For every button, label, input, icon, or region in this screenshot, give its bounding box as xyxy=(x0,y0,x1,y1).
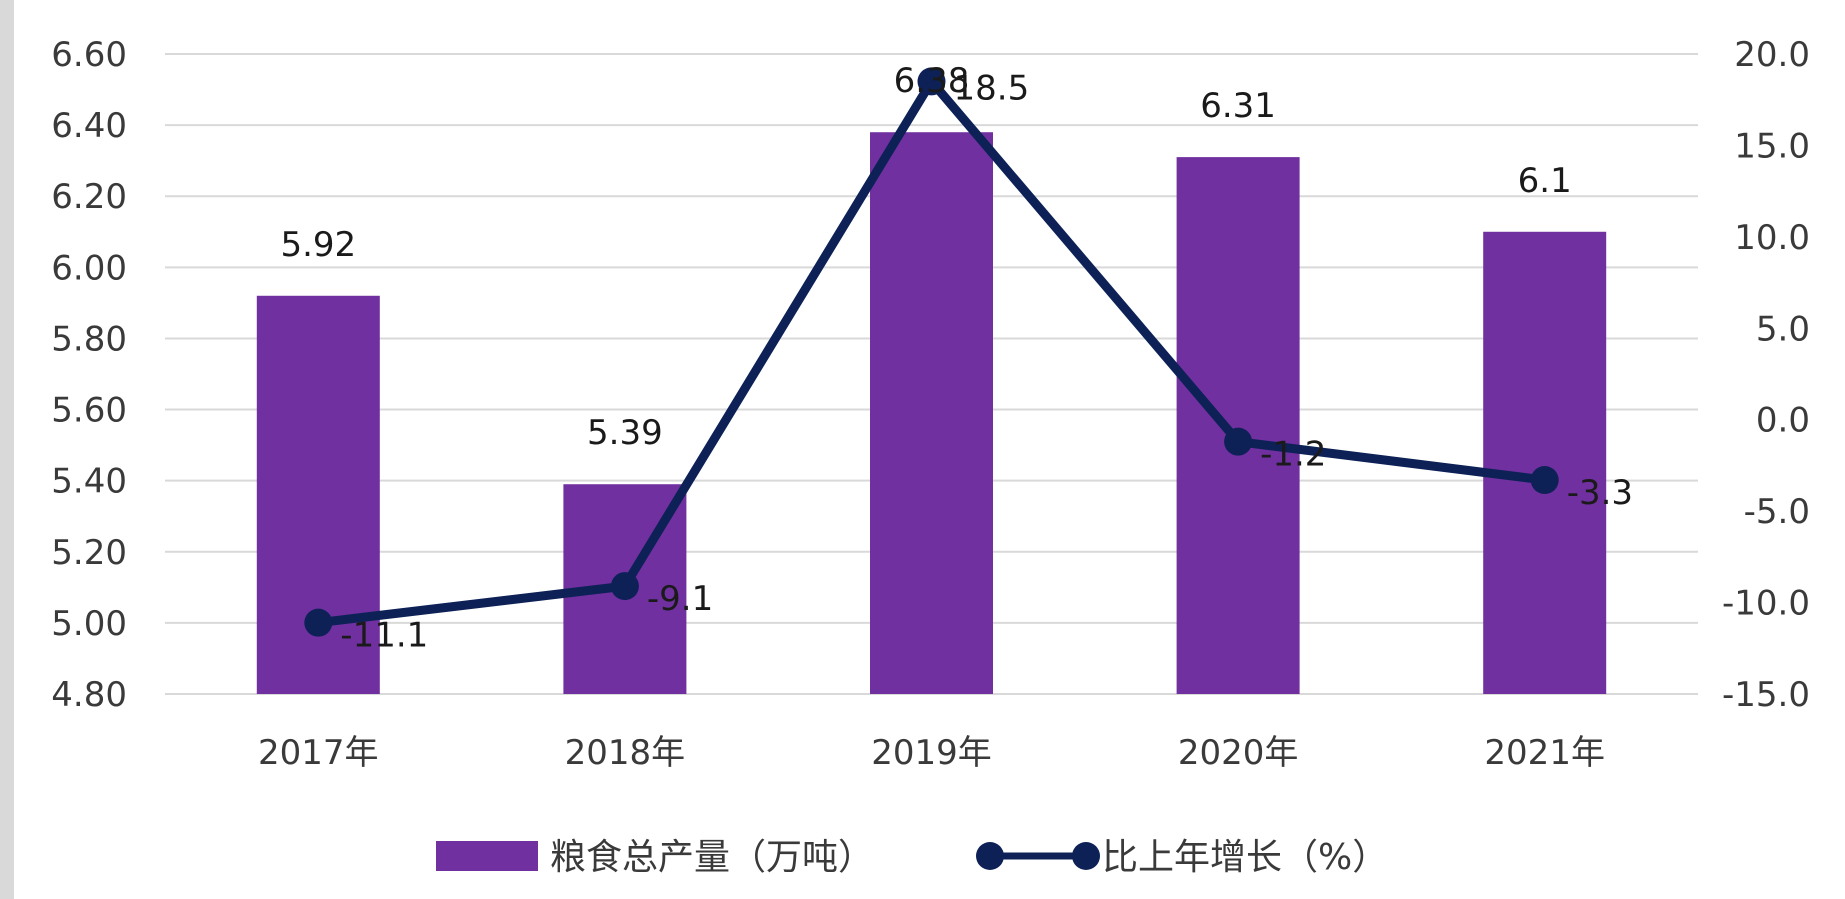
legend-marker-growth-rate xyxy=(1072,842,1100,870)
x-axis-tick-label: 2021年 xyxy=(1484,733,1605,773)
left-axis-tick-label: 6.60 xyxy=(51,35,127,75)
line-point-2021年 xyxy=(1530,466,1559,495)
bar-data-label: 6.31 xyxy=(1200,86,1276,126)
bar-data-label: 5.39 xyxy=(587,413,663,453)
bar-2021年 xyxy=(1483,231,1607,694)
legend-label-growth-rate: 比上年增长（%） xyxy=(1102,837,1388,878)
right-axis-tick-label: 5.0 xyxy=(1756,309,1810,349)
legend-marker-growth-rate xyxy=(976,842,1004,870)
bar-data-label: 5.92 xyxy=(280,225,356,265)
left-axis-tick-label: 5.00 xyxy=(51,604,127,644)
line-data-label: -3.3 xyxy=(1567,473,1633,513)
left-edge-strip xyxy=(0,0,14,899)
left-axis-ticks: 4.80 5.00 5.20 5.40 5.60 5.80 6.00 6.20 6.40 6.60 xyxy=(51,35,127,715)
line-point-2020年 xyxy=(1224,427,1253,456)
right-axis-tick-label: -15.0 xyxy=(1722,675,1810,715)
left-axis-tick-label: 6.40 xyxy=(51,106,127,146)
right-axis-tick-label: 15.0 xyxy=(1734,126,1810,166)
bar-data-label: 6.38 xyxy=(894,61,970,101)
left-axis-tick-label: 4.80 xyxy=(51,675,127,715)
line-data-label: -9.1 xyxy=(647,579,713,619)
line-point-2019年 xyxy=(917,67,946,96)
right-axis-tick-label: 0.0 xyxy=(1756,401,1810,441)
left-axis-tick-label: 5.80 xyxy=(51,319,127,359)
bar-2019年 xyxy=(870,132,993,694)
line-series-growth-rate xyxy=(304,67,1559,637)
left-axis-tick-label: 5.40 xyxy=(51,462,127,502)
x-axis-tick-label: 2020年 xyxy=(1178,733,1299,773)
right-axis-ticks: -15.0 -10.0 -5.0 0.0 5.0 10.0 15.0 20.0 xyxy=(1722,35,1810,715)
line-data-label: 18.5 xyxy=(954,68,1030,108)
left-axis-tick-label: 6.00 xyxy=(51,248,127,288)
right-axis-tick-label: 20.0 xyxy=(1734,35,1810,75)
right-axis-tick-label: -10.0 xyxy=(1722,584,1810,624)
x-axis-tick-label: 2019年 xyxy=(871,733,992,773)
left-axis-tick-label: 5.60 xyxy=(51,391,127,431)
x-axis-tick-label: 2017年 xyxy=(258,733,379,773)
bar-data-label: 6.1 xyxy=(1518,161,1572,201)
left-axis-tick-label: 6.20 xyxy=(51,177,127,217)
x-axis-tick-label: 2018年 xyxy=(565,733,686,773)
line-point-2017年 xyxy=(304,608,333,637)
left-axis-tick-label: 5.20 xyxy=(51,533,127,573)
bar-2020年 xyxy=(1176,157,1300,695)
line-data-label: -1.2 xyxy=(1260,435,1326,475)
right-axis-tick-label: -5.0 xyxy=(1744,492,1810,532)
legend-label-grain-output: 粮食总产量（万吨） xyxy=(550,837,874,878)
legend: 粮食总产量（万吨） 比上年增长（%） xyxy=(436,837,1388,878)
x-axis-ticks: 2017年 2018年 2019年 2020年 2021年 xyxy=(258,733,1605,773)
right-axis-tick-label: 10.0 xyxy=(1734,218,1810,258)
line-data-labels: -11.1 -9.1 18.5 -1.2 -3.3 xyxy=(340,68,1633,655)
legend-swatch-grain-output xyxy=(436,841,538,871)
bar-data-labels: 5.92 5.39 6.38 6.31 6.1 xyxy=(280,61,1571,453)
line-point-2018年 xyxy=(610,572,639,601)
line-data-label: -11.1 xyxy=(340,616,428,656)
